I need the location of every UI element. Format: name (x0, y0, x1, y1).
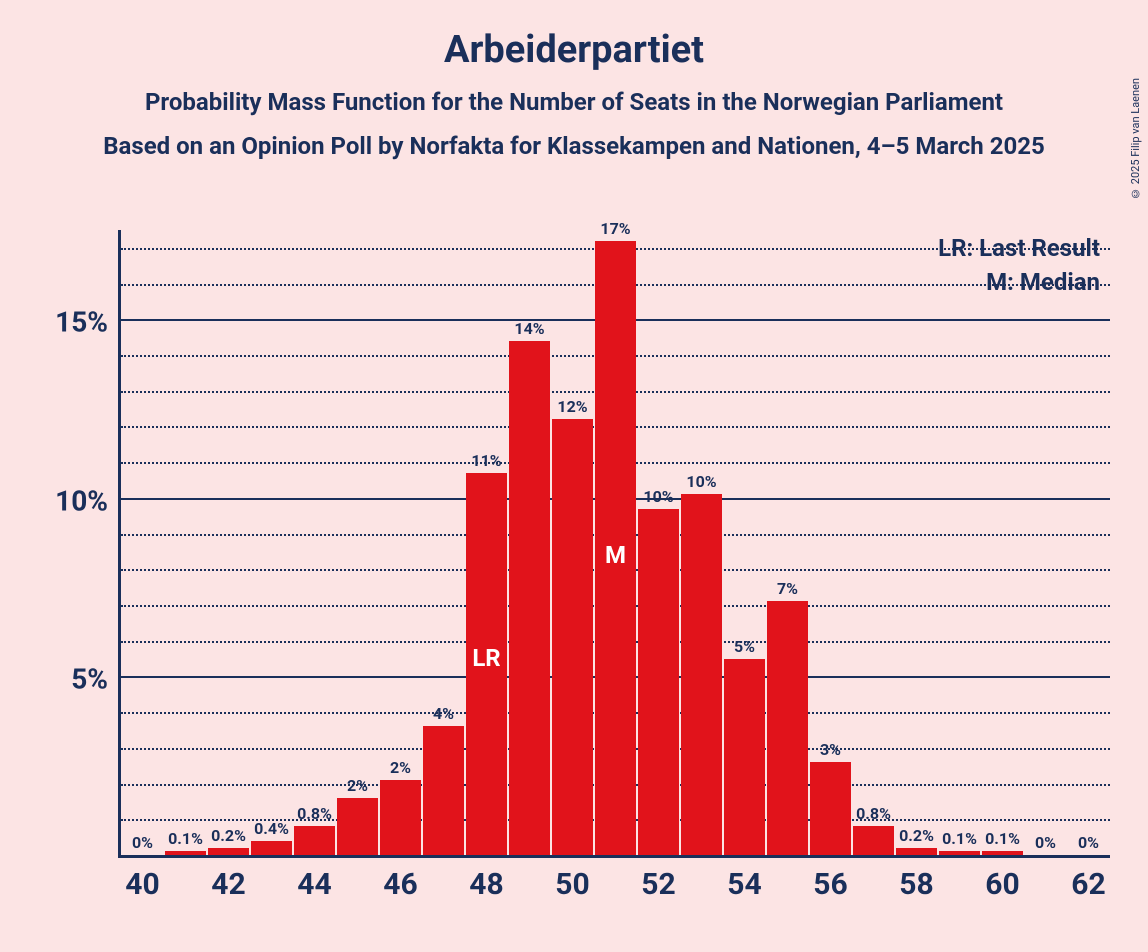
y-axis-label: 10% (55, 484, 108, 517)
bar-value-label: 0% (1035, 833, 1056, 852)
bar (165, 851, 206, 855)
x-axis-label: 52 (641, 867, 675, 902)
bar (380, 780, 421, 855)
chart-plot-area: 0%0.1%0.2%0.4%0.8%2%2%4%11%LR14%12%17%M1… (118, 230, 1110, 858)
bar-value-label: 3% (820, 740, 841, 759)
y-axis (118, 230, 121, 858)
bar-value-label: 0% (1078, 833, 1099, 852)
bar (208, 848, 249, 855)
bar (423, 726, 464, 855)
bar-value-label: 7% (777, 579, 798, 598)
bar-value-label: 2% (347, 776, 368, 795)
x-axis-label: 56 (813, 867, 847, 902)
copyright-notice: © 2025 Filip van Laenen (1129, 78, 1142, 200)
bar-value-label: 0.1% (942, 829, 977, 848)
bar-value-label: 0.8% (856, 804, 891, 823)
bar-value-label: 0.4% (254, 819, 289, 838)
bar-value-label: 0% (132, 833, 153, 852)
x-axis-label: 62 (1071, 867, 1105, 902)
x-axis-label: 54 (727, 867, 761, 902)
x-axis-label: 40 (125, 867, 159, 902)
bar (294, 826, 335, 855)
bar (251, 841, 292, 855)
bar-value-label: 0.1% (985, 829, 1020, 848)
bar-value-label: 17% (600, 219, 630, 238)
legend-lr: LR: Last Result (938, 234, 1100, 262)
bar-annotation: M (605, 541, 626, 569)
bar-value-label: 0.2% (899, 826, 934, 845)
chart-subtitle-1: Probability Mass Function for the Number… (0, 88, 1148, 116)
bar (552, 419, 593, 855)
bar (724, 659, 765, 855)
bar-value-label: 5% (734, 637, 755, 656)
bar-value-label: 10% (686, 472, 716, 491)
bar (896, 848, 937, 855)
bar-value-label: 2% (390, 758, 411, 777)
bar-value-label: 0.2% (211, 826, 246, 845)
bar-value-label: 4% (433, 704, 454, 723)
bar-value-label: 0.1% (168, 829, 203, 848)
x-axis-label: 50 (555, 867, 589, 902)
x-axis-label: 58 (899, 867, 933, 902)
bar-value-label: 12% (557, 397, 587, 416)
x-axis-label: 48 (469, 867, 503, 902)
x-axis (118, 855, 1110, 858)
bar-annotation: LR (472, 644, 500, 672)
legend-m: M: Median (986, 268, 1100, 296)
x-axis-label: 60 (985, 867, 1019, 902)
bar (337, 798, 378, 855)
x-axis-label: 42 (211, 867, 245, 902)
bar-value-label: 11% (471, 451, 501, 470)
bar (982, 851, 1023, 855)
x-axis-label: 46 (383, 867, 417, 902)
bar (638, 509, 679, 855)
bar-value-label: 0.8% (297, 804, 332, 823)
bar (681, 494, 722, 855)
chart-subtitle-2: Based on an Opinion Poll by Norfakta for… (0, 132, 1148, 160)
y-axis-label: 15% (55, 306, 108, 339)
bar (939, 851, 980, 855)
bar (853, 826, 894, 855)
bar (810, 762, 851, 855)
y-axis-label: 5% (71, 663, 108, 696)
bar (767, 601, 808, 855)
bar-value-label: 10% (643, 487, 673, 506)
bar-value-label: 14% (514, 319, 544, 338)
bar (509, 341, 550, 855)
x-axis-label: 44 (297, 867, 331, 902)
chart-title: Arbeiderpartiet (0, 28, 1148, 72)
